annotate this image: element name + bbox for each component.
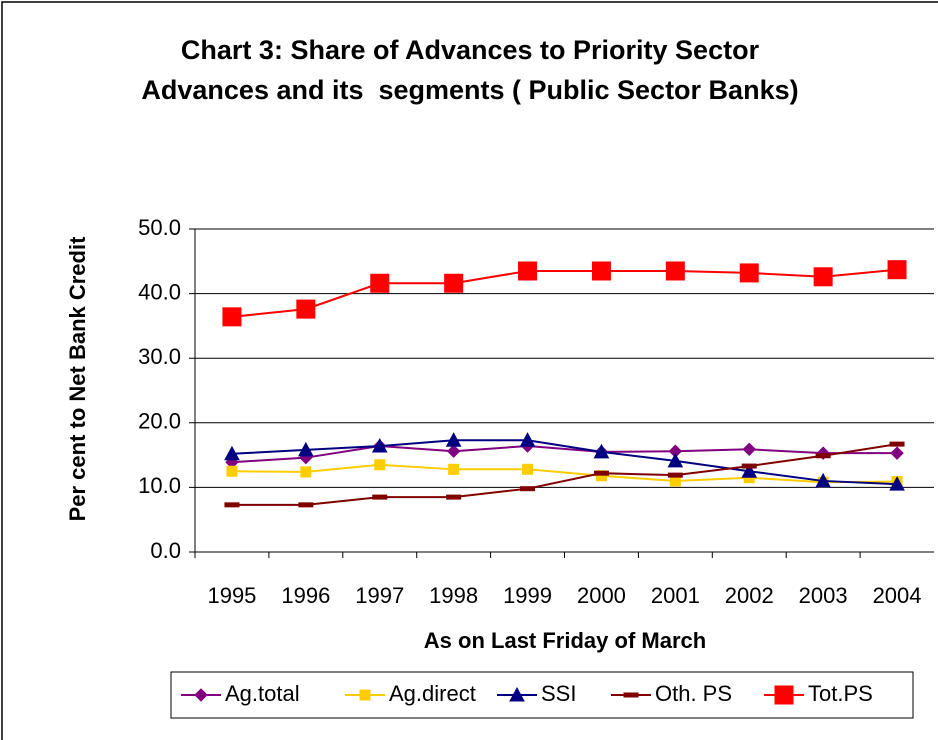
series-line bbox=[231, 445, 898, 464]
data-point bbox=[520, 486, 536, 492]
data-point bbox=[445, 432, 462, 447]
y-tick-label: 30.0 bbox=[138, 344, 181, 369]
x-tick-label: 2000 bbox=[577, 583, 626, 608]
data-point bbox=[374, 459, 386, 471]
data-point bbox=[370, 273, 390, 293]
x-tick-label: 1998 bbox=[429, 583, 478, 608]
x-axis-label: As on Last Friday of March bbox=[424, 628, 706, 653]
data-point bbox=[593, 443, 610, 459]
data-point bbox=[815, 453, 831, 459]
chart-title: Chart 3: Share of Advances to Priority S… bbox=[141, 35, 799, 105]
x-tick-label: 2004 bbox=[873, 583, 922, 608]
legend-label: Ag.direct bbox=[389, 681, 476, 706]
legend-marker bbox=[194, 688, 208, 702]
data-point bbox=[446, 494, 462, 500]
data-point bbox=[518, 261, 538, 281]
legend-marker bbox=[509, 686, 525, 702]
series-line bbox=[231, 463, 898, 484]
data-point bbox=[371, 438, 388, 453]
y-tick-label: 20.0 bbox=[138, 409, 181, 434]
y-tick-label: 40.0 bbox=[138, 279, 181, 304]
data-point bbox=[446, 444, 461, 458]
data-point bbox=[890, 446, 904, 460]
data-point bbox=[591, 261, 611, 281]
data-point bbox=[741, 463, 757, 469]
data-point bbox=[448, 463, 460, 475]
y-tick-label: 10.0 bbox=[138, 473, 181, 498]
data-point bbox=[813, 267, 833, 287]
series-line bbox=[231, 439, 898, 486]
data-point bbox=[593, 470, 609, 476]
data-point bbox=[224, 445, 240, 461]
data-point bbox=[222, 307, 242, 327]
data-point bbox=[224, 502, 240, 508]
data-point bbox=[298, 441, 314, 457]
data-point bbox=[889, 476, 905, 491]
data-point bbox=[226, 465, 238, 477]
data-point bbox=[372, 494, 388, 500]
legend-marker bbox=[359, 689, 371, 701]
data-point bbox=[741, 463, 758, 478]
x-tick-label: 2002 bbox=[725, 583, 774, 608]
data-point bbox=[300, 466, 312, 478]
data-point bbox=[739, 263, 759, 283]
data-point bbox=[665, 261, 685, 281]
series-line bbox=[231, 268, 898, 318]
data-point bbox=[887, 260, 907, 280]
data-point bbox=[522, 463, 534, 475]
data-point bbox=[742, 442, 756, 456]
data-point bbox=[519, 432, 536, 447]
legend-marker bbox=[623, 692, 639, 698]
legend-label: Ag.total bbox=[225, 681, 300, 706]
x-tick-label: 2003 bbox=[799, 583, 848, 608]
data-point bbox=[298, 502, 314, 508]
x-tick-label: 1997 bbox=[355, 583, 404, 608]
data-point bbox=[815, 472, 831, 488]
data-point bbox=[667, 452, 684, 468]
data-point bbox=[444, 273, 464, 293]
legend-label: Oth. PS bbox=[655, 681, 732, 706]
y-axis-label: Per cent to Net Bank Credit bbox=[65, 236, 90, 522]
x-tick-label: 2001 bbox=[651, 583, 700, 608]
legend-marker bbox=[774, 685, 794, 705]
y-tick-label: 0.0 bbox=[150, 538, 181, 563]
y-tick-label: 50.0 bbox=[138, 215, 181, 240]
legend-label: SSI bbox=[541, 681, 576, 706]
series-line bbox=[231, 443, 898, 506]
legend-label: Tot.PS bbox=[808, 681, 873, 706]
x-tick-label: 1995 bbox=[207, 583, 256, 608]
x-tick-label: 1999 bbox=[503, 583, 552, 608]
data-point bbox=[889, 441, 905, 447]
data-point bbox=[296, 299, 316, 319]
data-point bbox=[667, 472, 683, 478]
x-tick-label: 1996 bbox=[281, 583, 330, 608]
